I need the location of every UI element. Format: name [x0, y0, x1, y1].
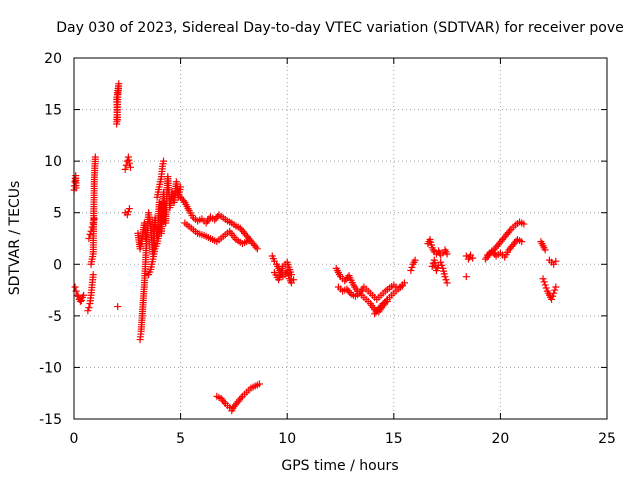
data-point	[76, 297, 84, 305]
data-point	[237, 394, 245, 402]
chart-title: Day 030 of 2023, Sidereal Day-to-day VTE…	[56, 20, 624, 36]
y-tick-label: 10	[44, 154, 62, 170]
data-point	[160, 198, 168, 206]
data-point	[125, 205, 133, 213]
data-point	[253, 245, 261, 253]
y-axis-ticks: -15 -10 -5 0 5 10 15 20	[39, 51, 607, 428]
data-point	[255, 380, 263, 388]
x-tick-label: 20	[491, 431, 509, 447]
data-point	[126, 163, 134, 171]
data-point	[539, 275, 547, 283]
data-point	[408, 263, 416, 271]
data-point	[540, 278, 548, 286]
data-point	[121, 165, 129, 173]
y-axis-label: SDTVAR / TECUs	[7, 181, 23, 296]
data-point	[160, 157, 168, 165]
data-point	[85, 304, 93, 312]
data-point	[71, 283, 79, 291]
data-point	[77, 296, 85, 304]
data-point	[428, 262, 436, 270]
y-tick-label: -5	[48, 309, 62, 325]
data-point	[552, 283, 560, 291]
data-point	[541, 281, 549, 289]
data-point	[462, 273, 470, 281]
x-tick-label: 10	[278, 431, 296, 447]
data-point	[437, 258, 445, 266]
data-point	[443, 279, 451, 287]
data-point	[346, 288, 354, 296]
data-point	[91, 153, 99, 161]
data-point	[549, 292, 557, 300]
data-point	[84, 307, 92, 315]
data-point	[114, 303, 122, 311]
y-tick-label: 5	[53, 206, 62, 222]
data-point	[441, 273, 449, 281]
data-points	[70, 80, 560, 415]
data-point	[113, 116, 121, 124]
data-point	[469, 254, 477, 262]
data-point	[124, 208, 132, 216]
x-tick-label: 5	[176, 431, 185, 447]
y-tick-label: -15	[39, 412, 62, 428]
data-point	[541, 246, 549, 254]
data-point	[179, 197, 187, 205]
y-tick-label: 0	[53, 257, 62, 273]
data-point	[548, 295, 556, 303]
y-tick-label: 15	[44, 103, 62, 119]
data-point	[542, 284, 550, 292]
data-point	[398, 282, 406, 290]
data-point	[378, 301, 386, 309]
data-point	[411, 256, 419, 264]
data-point	[520, 220, 528, 228]
x-tick-label: 25	[598, 431, 616, 447]
data-point	[80, 291, 88, 299]
data-point	[177, 183, 185, 191]
data-point	[245, 237, 253, 245]
data-point	[86, 230, 94, 238]
data-point	[443, 250, 451, 258]
data-point	[125, 159, 133, 167]
data-point	[550, 289, 558, 297]
y-tick-label: -10	[39, 360, 62, 376]
data-point	[220, 398, 228, 406]
data-point	[506, 227, 514, 235]
data-point	[438, 261, 446, 269]
data-point	[287, 271, 295, 279]
x-axis-ticks: 0 5 10 15 20 25	[70, 58, 616, 447]
data-point	[74, 292, 82, 300]
data-point	[551, 286, 559, 294]
data-point	[252, 243, 260, 251]
data-point	[123, 211, 131, 219]
y-tick-label: 20	[44, 51, 62, 67]
data-point	[518, 238, 526, 246]
x-tick-label: 0	[70, 431, 79, 447]
x-axis-label: GPS time / hours	[281, 458, 398, 474]
data-point	[552, 257, 560, 265]
data-point	[407, 266, 415, 274]
data-point	[383, 297, 391, 305]
data-point	[73, 291, 81, 299]
data-point	[442, 276, 450, 284]
data-point	[290, 276, 298, 284]
data-point	[89, 271, 97, 279]
x-tick-label: 15	[385, 431, 403, 447]
plot-border	[73, 57, 608, 420]
